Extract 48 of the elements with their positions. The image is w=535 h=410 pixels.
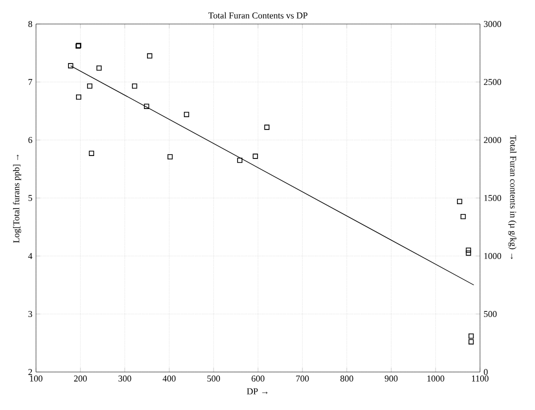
point (468, 333, 474, 339)
x-tick-label: 400 (162, 376, 176, 382)
point (237, 158, 242, 163)
y2-tick-label: 500 (484, 310, 497, 318)
y2-tick-label: 2000 (484, 136, 502, 144)
y-tick-label: 5 (28, 195, 32, 201)
x-tick-label: 1100 (472, 376, 488, 382)
x-axis-title: DP → (246, 388, 268, 394)
y2-tick-label: 3000 (484, 20, 502, 28)
point (264, 124, 270, 130)
point (132, 83, 138, 89)
y-tick-label: 6 (28, 136, 32, 144)
chart-title: Total Furan Contents vs DP (208, 12, 308, 19)
point (96, 65, 102, 71)
y2-tick-label: 1500 (484, 194, 502, 202)
y2-tick-label: 0 (484, 368, 488, 376)
point (466, 250, 472, 256)
x-tick-label: 800 (340, 376, 354, 382)
x-tick-label: 300 (118, 376, 132, 382)
point (468, 339, 474, 344)
y-tick-label: 3 (28, 310, 32, 318)
point (68, 63, 74, 68)
y-tick-label: 8 (28, 20, 32, 28)
point (76, 94, 82, 100)
x-tick-label: 500 (207, 376, 220, 382)
point (87, 83, 92, 89)
point (88, 150, 94, 156)
point (252, 154, 258, 159)
point (144, 104, 150, 109)
point (466, 248, 472, 253)
y2-axis-title: Total Furan contents in (µ g/kg) → (508, 135, 516, 259)
point (147, 53, 152, 58)
point (167, 154, 173, 160)
x-tick-label: 700 (296, 376, 309, 382)
x-tick-label: 900 (384, 376, 398, 382)
x-tick-label: 100 (30, 376, 42, 382)
y-tick-label: 4 (28, 253, 32, 259)
x-tick-label: 1000 (427, 376, 444, 382)
point (456, 198, 462, 204)
y-tick-label: 7 (28, 79, 32, 85)
x-tick-label: 200 (74, 376, 87, 382)
y-axis-title: Log[Total furans ppb] → (12, 154, 22, 243)
y2-tick-label: 2500 (484, 78, 502, 86)
y-tick-label: 2 (28, 369, 32, 375)
x-tick-label: 600 (252, 376, 264, 382)
point (184, 112, 190, 118)
y2-tick-label: 1000 (484, 252, 502, 260)
point (460, 214, 466, 220)
